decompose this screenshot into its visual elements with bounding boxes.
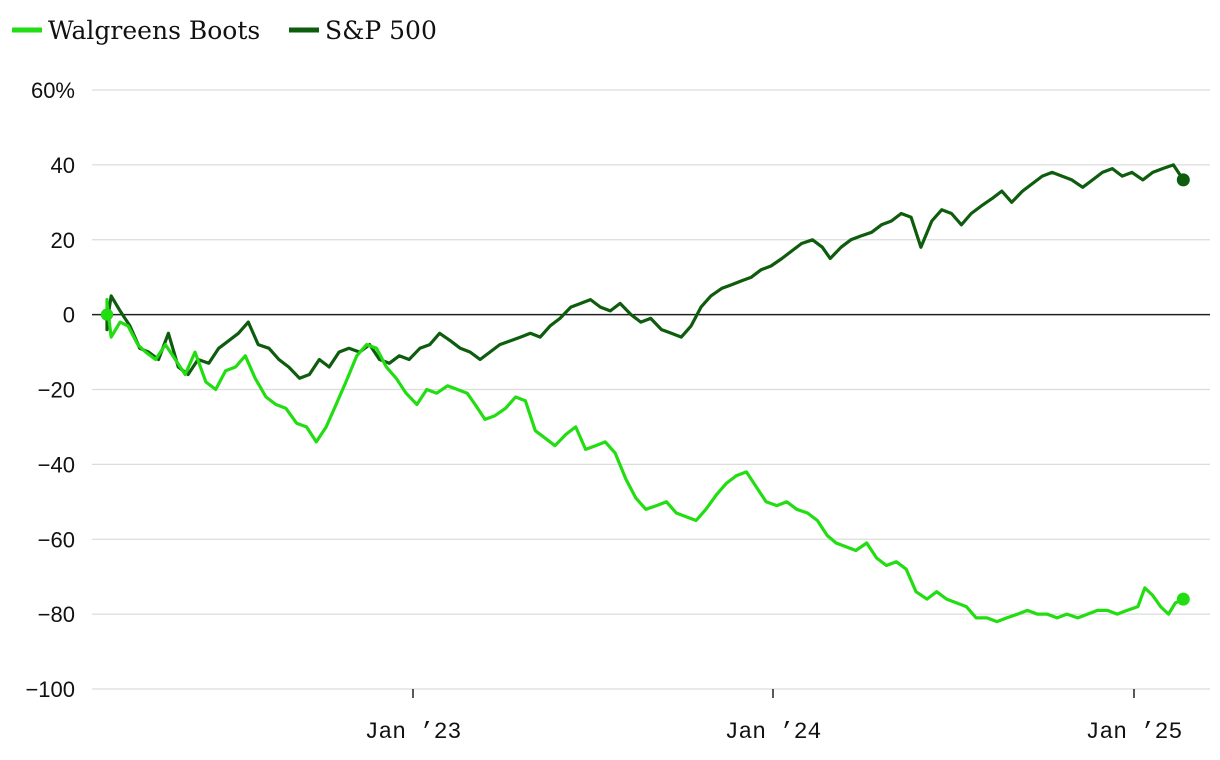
y-axis-ticks: 60% 40 20 0 −20 −40 −60 −80 −100 xyxy=(25,78,75,702)
x-tick-label: Jan ’24 xyxy=(725,719,822,745)
series-line-sp500 xyxy=(105,163,1185,380)
y-tick-label: 60% xyxy=(31,78,75,103)
end-point-sp500 xyxy=(1176,173,1190,187)
y-tick-label: −80 xyxy=(38,602,75,627)
series-lines xyxy=(101,163,1190,624)
y-tick-label: 40 xyxy=(51,153,75,178)
end-point-walgreens xyxy=(1176,592,1190,606)
y-tick-label: 20 xyxy=(51,228,75,253)
start-point-walgreens xyxy=(101,308,113,321)
x-axis: Jan ’23 Jan ’24 Jan ’25 xyxy=(365,689,1183,745)
legend: Walgreens Boots S&P 500 xyxy=(12,16,437,45)
y-tick-label: −100 xyxy=(25,677,75,702)
x-tick-label: Jan ’25 xyxy=(1086,719,1183,745)
y-tick-label: 0 xyxy=(63,303,75,328)
x-tick-label: Jan ’23 xyxy=(365,719,462,745)
gridlines xyxy=(92,89,1210,690)
legend-label-sp500: S&P 500 xyxy=(325,16,437,45)
y-tick-label: −60 xyxy=(38,527,75,552)
y-tick-label: −40 xyxy=(38,452,75,477)
y-tick-label: −20 xyxy=(38,378,75,403)
legend-label-walgreens: Walgreens Boots xyxy=(48,16,260,45)
series-line-walgreens xyxy=(105,298,1185,624)
